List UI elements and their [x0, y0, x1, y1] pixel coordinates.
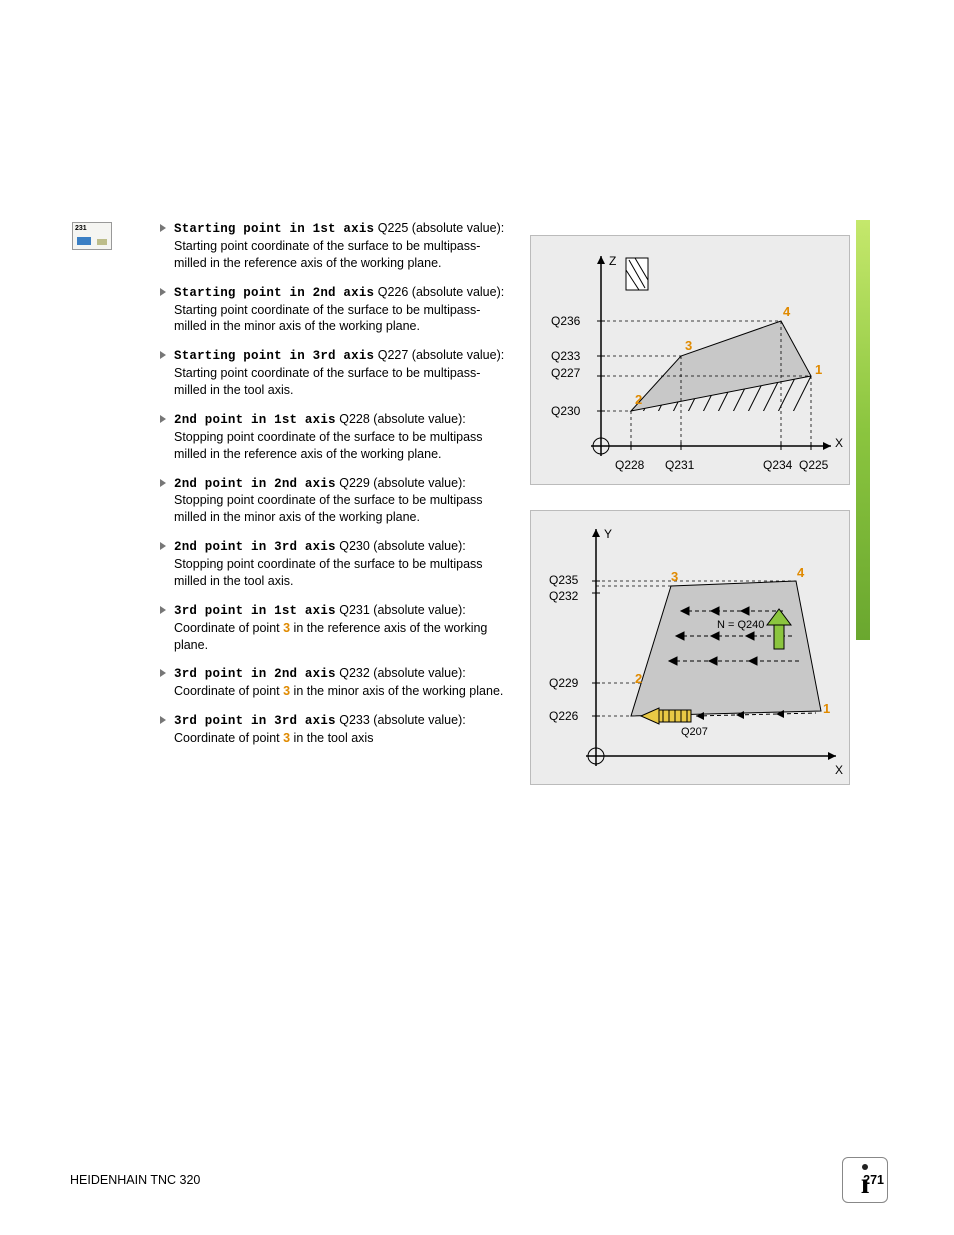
param-desc-pre: Coordinate of point	[174, 731, 283, 745]
tick-q229: Q229	[549, 676, 578, 690]
param-desc: Stopping point coordinate of the surface…	[174, 557, 483, 588]
tick-q231: Q231	[665, 458, 694, 472]
triangle-bullet-icon	[160, 351, 166, 359]
param-paren: (absolute value):	[373, 603, 465, 617]
n-label: N = Q240	[717, 619, 764, 631]
parameter-item: 2nd point in 1st axis Q228 (absolute val…	[160, 411, 510, 463]
side-tab: 8.6 Cycles for Multipass Milling	[856, 220, 886, 640]
tick-q228: Q228	[615, 458, 644, 472]
tick-q230: Q230	[551, 404, 580, 418]
diagram-xy: Y X Q235 Q232 Q229 Q226 N = Q240 Q207 1 …	[530, 510, 850, 785]
diagram-xz: Z X Q236 Q233 Q227 Q230 Q228 Q231 Q234 Q…	[530, 235, 850, 485]
tick-q227: Q227	[551, 366, 580, 380]
tick-q225: Q225	[799, 458, 828, 472]
triangle-bullet-icon	[160, 224, 166, 232]
point-4-bot: 4	[797, 565, 804, 580]
param-code: Q232	[339, 666, 370, 680]
param-code: Q230	[339, 539, 370, 553]
param-paren: (absolute value):	[373, 412, 465, 426]
parameter-item: 3rd point in 3rd axis Q233 (absolute val…	[160, 712, 510, 747]
tick-q233: Q233	[551, 349, 580, 363]
triangle-bullet-icon	[160, 479, 166, 487]
parameter-item: 3rd point in 2nd axis Q232 (absolute val…	[160, 665, 510, 700]
triangle-bullet-icon	[160, 716, 166, 724]
param-name: 3rd point in 3rd axis	[174, 714, 336, 728]
page-footer: HEIDENHAIN TNC 320 271	[70, 1173, 884, 1187]
parameter-item: 3rd point in 1st axis Q231 (absolute val…	[160, 602, 510, 654]
param-desc: Stopping point coordinate of the surface…	[174, 430, 483, 461]
param-code: Q231	[339, 603, 370, 617]
param-name: Starting point in 2nd axis	[174, 286, 374, 300]
param-paren: (absolute value):	[373, 713, 465, 727]
param-name: 3rd point in 2nd axis	[174, 667, 336, 681]
axis-label-x-bottom: X	[835, 763, 843, 777]
parameter-item: Starting point in 3rd axis Q227 (absolut…	[160, 347, 510, 399]
axis-label-y: Y	[604, 527, 612, 541]
param-desc: Stopping point coordinate of the surface…	[174, 493, 483, 524]
param-desc: Starting point coordinate of the surface…	[174, 366, 480, 397]
param-paren: (absolute value):	[373, 666, 465, 680]
param-code: Q227	[378, 348, 409, 362]
triangle-bullet-icon	[160, 606, 166, 614]
point-1-bot: 1	[823, 701, 830, 716]
axis-label-x-top: X	[835, 436, 843, 450]
param-paren: (absolute value):	[412, 348, 504, 362]
param-paren: (absolute value):	[373, 539, 465, 553]
param-name: 3rd point in 1st axis	[174, 604, 336, 618]
param-code: Q229	[339, 476, 370, 490]
cycle-icon-number: 231	[75, 225, 87, 232]
point-1-top: 1	[815, 362, 822, 377]
param-name: Starting point in 3rd axis	[174, 349, 374, 363]
tick-q226: Q226	[549, 709, 578, 723]
parameter-item: 2nd point in 2nd axis Q229 (absolute val…	[160, 475, 510, 527]
triangle-bullet-icon	[160, 542, 166, 550]
point-3-bot: 3	[671, 569, 678, 584]
point-3-top: 3	[685, 338, 692, 353]
param-name: Starting point in 1st axis	[174, 222, 374, 236]
point-2-top: 2	[635, 392, 642, 407]
param-desc-post: in the tool axis	[290, 731, 373, 745]
param-code: Q225	[378, 221, 409, 235]
point-2-bot: 2	[635, 671, 642, 686]
footer-product: HEIDENHAIN TNC 320	[70, 1173, 200, 1187]
parameter-list: Starting point in 1st axis Q225 (absolut…	[160, 220, 510, 759]
parameter-item: 2nd point in 3rd axis Q230 (absolute val…	[160, 538, 510, 590]
parameter-item: Starting point in 2nd axis Q226 (absolut…	[160, 284, 510, 336]
info-icon: ı	[842, 1157, 888, 1203]
q207-label: Q207	[681, 726, 708, 738]
param-code: Q228	[339, 412, 370, 426]
param-code: Q226	[378, 285, 409, 299]
param-desc: Starting point coordinate of the surface…	[174, 239, 480, 270]
param-desc-post: in the minor axis of the working plane.	[290, 684, 503, 698]
triangle-bullet-icon	[160, 288, 166, 296]
triangle-bullet-icon	[160, 415, 166, 423]
triangle-bullet-icon	[160, 669, 166, 677]
param-paren: (absolute value):	[412, 221, 504, 235]
param-name: 2nd point in 1st axis	[174, 413, 336, 427]
tick-q236: Q236	[551, 314, 580, 328]
parameter-item: Starting point in 1st axis Q225 (absolut…	[160, 220, 510, 272]
cycle-icon: 231	[72, 222, 112, 250]
tick-q235: Q235	[549, 573, 578, 587]
tick-q232: Q232	[549, 589, 578, 603]
param-paren: (absolute value):	[412, 285, 504, 299]
param-desc: Starting point coordinate of the surface…	[174, 303, 480, 334]
param-name: 2nd point in 3rd axis	[174, 540, 336, 554]
param-desc-pre: Coordinate of point	[174, 684, 283, 698]
axis-label-z: Z	[609, 254, 616, 268]
param-paren: (absolute value):	[373, 476, 465, 490]
param-code: Q233	[339, 713, 370, 727]
point-4-top: 4	[783, 304, 790, 319]
tick-q234: Q234	[763, 458, 792, 472]
param-desc-pre: Coordinate of point	[174, 621, 283, 635]
param-name: 2nd point in 2nd axis	[174, 477, 336, 491]
